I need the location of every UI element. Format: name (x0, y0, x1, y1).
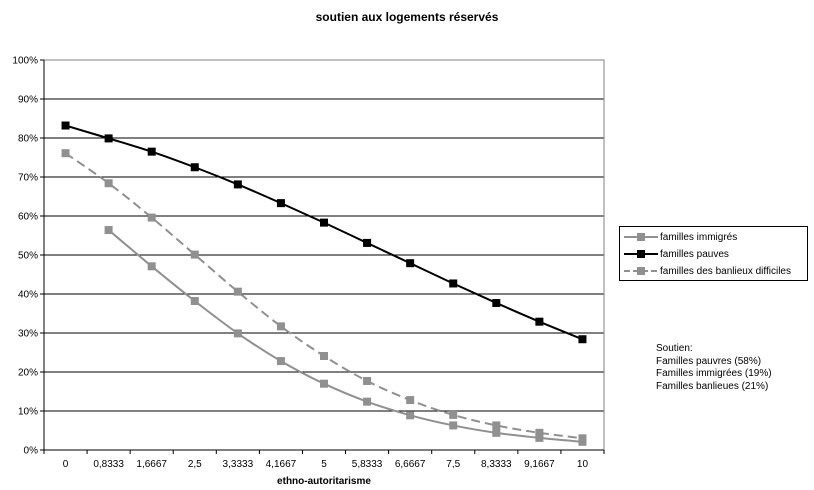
x-tick-label: 10 (577, 459, 589, 470)
data-point-series-0 (492, 428, 501, 437)
data-point-series-1 (363, 238, 372, 247)
data-point-series-0 (363, 397, 372, 406)
data-point-series-2 (233, 287, 242, 296)
support-annotation: Soutien: Familles pauvres (58%) Familles… (656, 343, 772, 393)
data-point-series-1 (320, 218, 328, 227)
data-point-series-1 (406, 259, 415, 268)
x-tick-label: 3,3333 (223, 459, 254, 470)
legend-swatch-immigres (624, 233, 658, 241)
data-point-series-0 (147, 262, 156, 271)
data-point-series-0 (406, 411, 415, 420)
data-point-series-2 (535, 428, 544, 437)
legend-item-banlieux: familles des banlieux difficiles (620, 263, 807, 280)
series-line-2 (64, 152, 583, 440)
x-tick-label: 8,3333 (481, 459, 512, 470)
data-point-series-0 (190, 297, 199, 306)
y-tick-label: 100% (12, 56, 38, 67)
legend-item-immigres: familles immigrés (620, 229, 807, 246)
data-point-series-2 (190, 250, 199, 259)
legend-label-banlieux: familles des banlieux difficiles (660, 266, 791, 277)
annotation-line-pauvres: Familles pauvres (58%) (656, 355, 762, 367)
y-tick-label: 60% (18, 212, 38, 223)
data-point-series-1 (233, 180, 242, 189)
data-point-series-0 (449, 421, 458, 430)
data-point-series-0 (104, 226, 113, 235)
annotation-line-banlieues: Familles banlieues (21%) (656, 380, 769, 392)
data-point-series-1 (535, 317, 544, 326)
data-point-series-1 (190, 163, 199, 172)
x-tick-label: 6,6667 (395, 459, 426, 470)
x-tick-label: 0 (63, 459, 69, 470)
chart-title: soutien aux logements réservés (315, 10, 499, 24)
legend-label-pauves: familles pauves (660, 249, 729, 260)
data-point-series-2 (449, 410, 458, 419)
legend-swatch-banlieux (624, 267, 658, 275)
y-tick-label: 0% (24, 446, 39, 457)
data-point-series-1 (449, 279, 458, 288)
x-axis: 0 0,8333 1,6667 2,5 3,3333 4,1667 5 5,8333 6,666… (43, 449, 605, 470)
x-tick-label: 9,1667 (524, 459, 555, 470)
data-point-series-2 (147, 213, 156, 222)
y-tick-label: 30% (18, 329, 38, 340)
data-point-series-1 (276, 199, 285, 208)
y-tick-label: 90% (18, 95, 38, 106)
data-point-series-1 (104, 134, 113, 143)
y-tick-label: 40% (18, 290, 38, 301)
data-point-series-0 (233, 329, 242, 338)
series-line-0 (107, 229, 583, 443)
x-tick-label: 7,5 (446, 459, 460, 470)
series-line-1 (65, 124, 583, 341)
data-point-series-1 (61, 121, 70, 130)
data-point-series-2 (492, 421, 501, 430)
data-point-series-2 (363, 376, 372, 385)
y-axis: 0% 10% 20% 30% 40% 50% 60% 70% 80% 90% 100% (12, 56, 45, 457)
x-tick-label: 5 (321, 459, 327, 470)
y-tick-label: 20% (18, 368, 38, 379)
data-point-series-2 (578, 434, 587, 443)
data-point-series-2 (61, 149, 70, 158)
annotation-line-immigrees: Familles immigrées (19%) (656, 368, 772, 379)
data-point-series-1 (578, 335, 587, 344)
data-point-series-0 (535, 433, 544, 442)
data-point-series-2 (276, 322, 285, 331)
series-points (61, 121, 587, 446)
series-lines (64, 124, 583, 443)
x-tick-label: 2,5 (188, 459, 202, 470)
legend-swatch-pauves (624, 250, 658, 258)
gridlines (44, 98, 604, 412)
x-tick-label: 0,8333 (93, 459, 124, 470)
y-tick-label: 50% (18, 251, 38, 262)
x-axis-label: ethno-autoritarisme (277, 476, 371, 487)
x-tick-label: 4,1667 (266, 459, 297, 470)
y-tick-label: 70% (18, 173, 38, 184)
x-tick-label: 5,8333 (352, 459, 383, 470)
legend-label-immigres: familles immigrés (660, 232, 738, 243)
annotation-heading: Soutien: (656, 343, 693, 354)
legend: familles immigrés familles pauves famill… (619, 226, 808, 281)
legend-item-pauves: familles pauves (620, 246, 807, 263)
y-tick-label: 80% (18, 134, 38, 145)
data-point-series-0 (276, 357, 285, 366)
data-point-series-2 (104, 179, 113, 188)
y-tick-label: 10% (18, 407, 38, 418)
data-point-series-1 (147, 147, 156, 156)
x-tick-label: 1,6667 (136, 459, 167, 470)
data-point-series-2 (320, 352, 328, 361)
data-point-series-0 (320, 379, 328, 388)
data-point-series-2 (406, 396, 415, 405)
data-point-series-1 (492, 298, 501, 307)
